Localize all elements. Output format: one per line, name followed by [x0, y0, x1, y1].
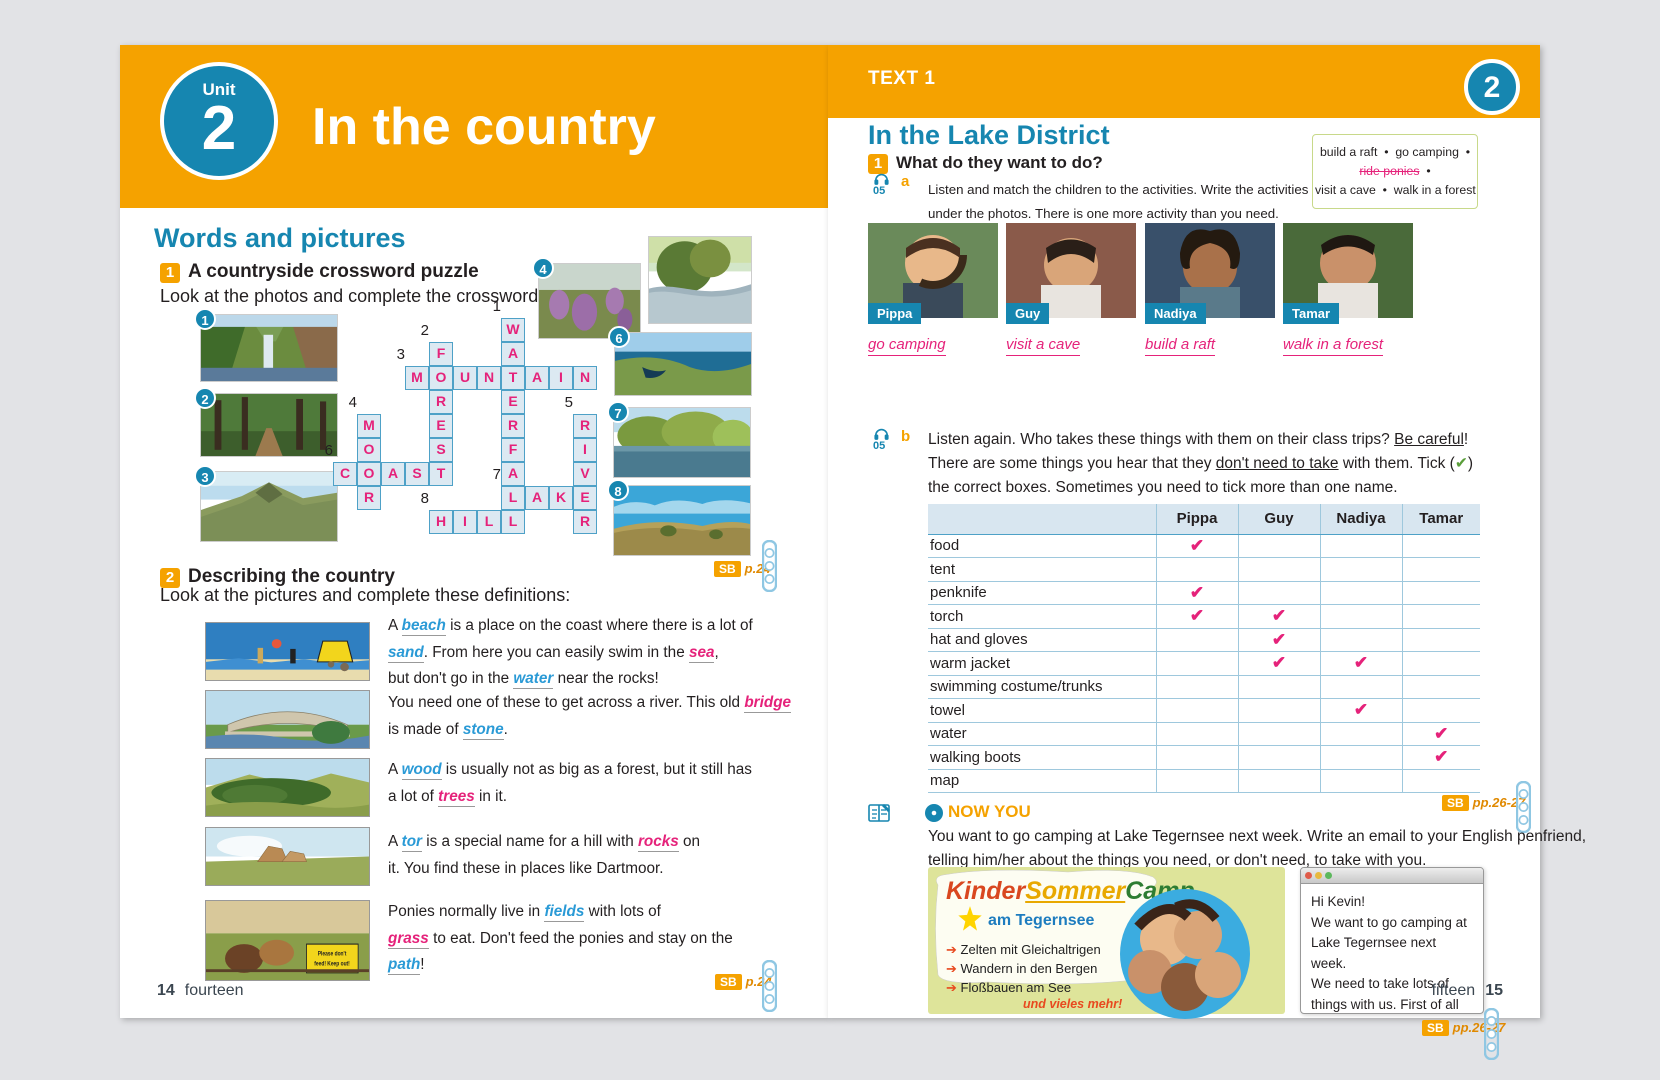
- svg-text:Please don't: Please don't: [318, 951, 347, 958]
- svg-text:feed! Keep out!: feed! Keep out!: [314, 961, 350, 968]
